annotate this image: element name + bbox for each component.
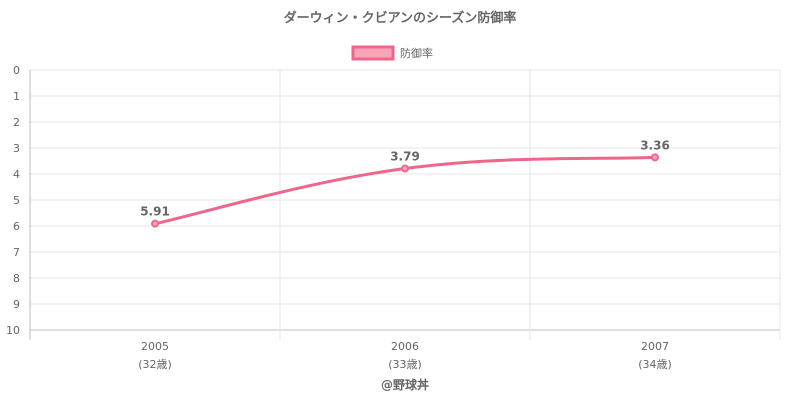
y-tick-label: 4 <box>13 168 20 181</box>
data-label: 3.36 <box>640 138 670 152</box>
y-tick-label: 10 <box>6 324 20 337</box>
chart-title: ダーウィン・クビアンのシーズン防御率 <box>284 10 517 26</box>
series-era: 5.91 3.79 3.36 <box>140 138 670 228</box>
y-tick-label: 7 <box>13 246 20 259</box>
grid <box>29 69 781 340</box>
legend[interactable]: 防御率 <box>351 45 433 61</box>
x-tick-label: 2006 <box>391 340 419 353</box>
data-point[interactable] <box>401 164 409 173</box>
y-tick-label: 0 <box>13 64 20 77</box>
data-label: 3.79 <box>390 150 420 164</box>
legend-swatch <box>351 45 395 61</box>
x-tick-age-label: (33歳) <box>388 358 422 371</box>
x-tick-age-label: (32歳) <box>138 358 172 371</box>
y-tick-label: 6 <box>13 220 20 233</box>
y-tick-label: 3 <box>13 142 20 155</box>
data-label: 5.91 <box>140 205 170 219</box>
y-axis: 0 1 2 3 4 5 6 7 8 9 10 <box>6 64 20 337</box>
x-tick-age-label: (34歳) <box>638 358 672 371</box>
data-point[interactable] <box>651 153 659 162</box>
legend-label: 防御率 <box>400 46 433 60</box>
y-tick-label: 5 <box>13 194 20 207</box>
x-tick-label: 2007 <box>641 340 669 353</box>
y-tick-label: 2 <box>13 116 20 129</box>
x-tick-label: 2005 <box>141 340 169 353</box>
x-axis: 2005 (32歳) 2006 (33歳) 2007 (34歳) <box>138 340 672 371</box>
y-tick-label: 9 <box>13 298 20 311</box>
footer-credit: @野球丼 <box>381 377 429 392</box>
y-tick-label: 8 <box>13 272 20 285</box>
y-tick-label: 1 <box>13 90 20 103</box>
data-point[interactable] <box>151 219 159 228</box>
